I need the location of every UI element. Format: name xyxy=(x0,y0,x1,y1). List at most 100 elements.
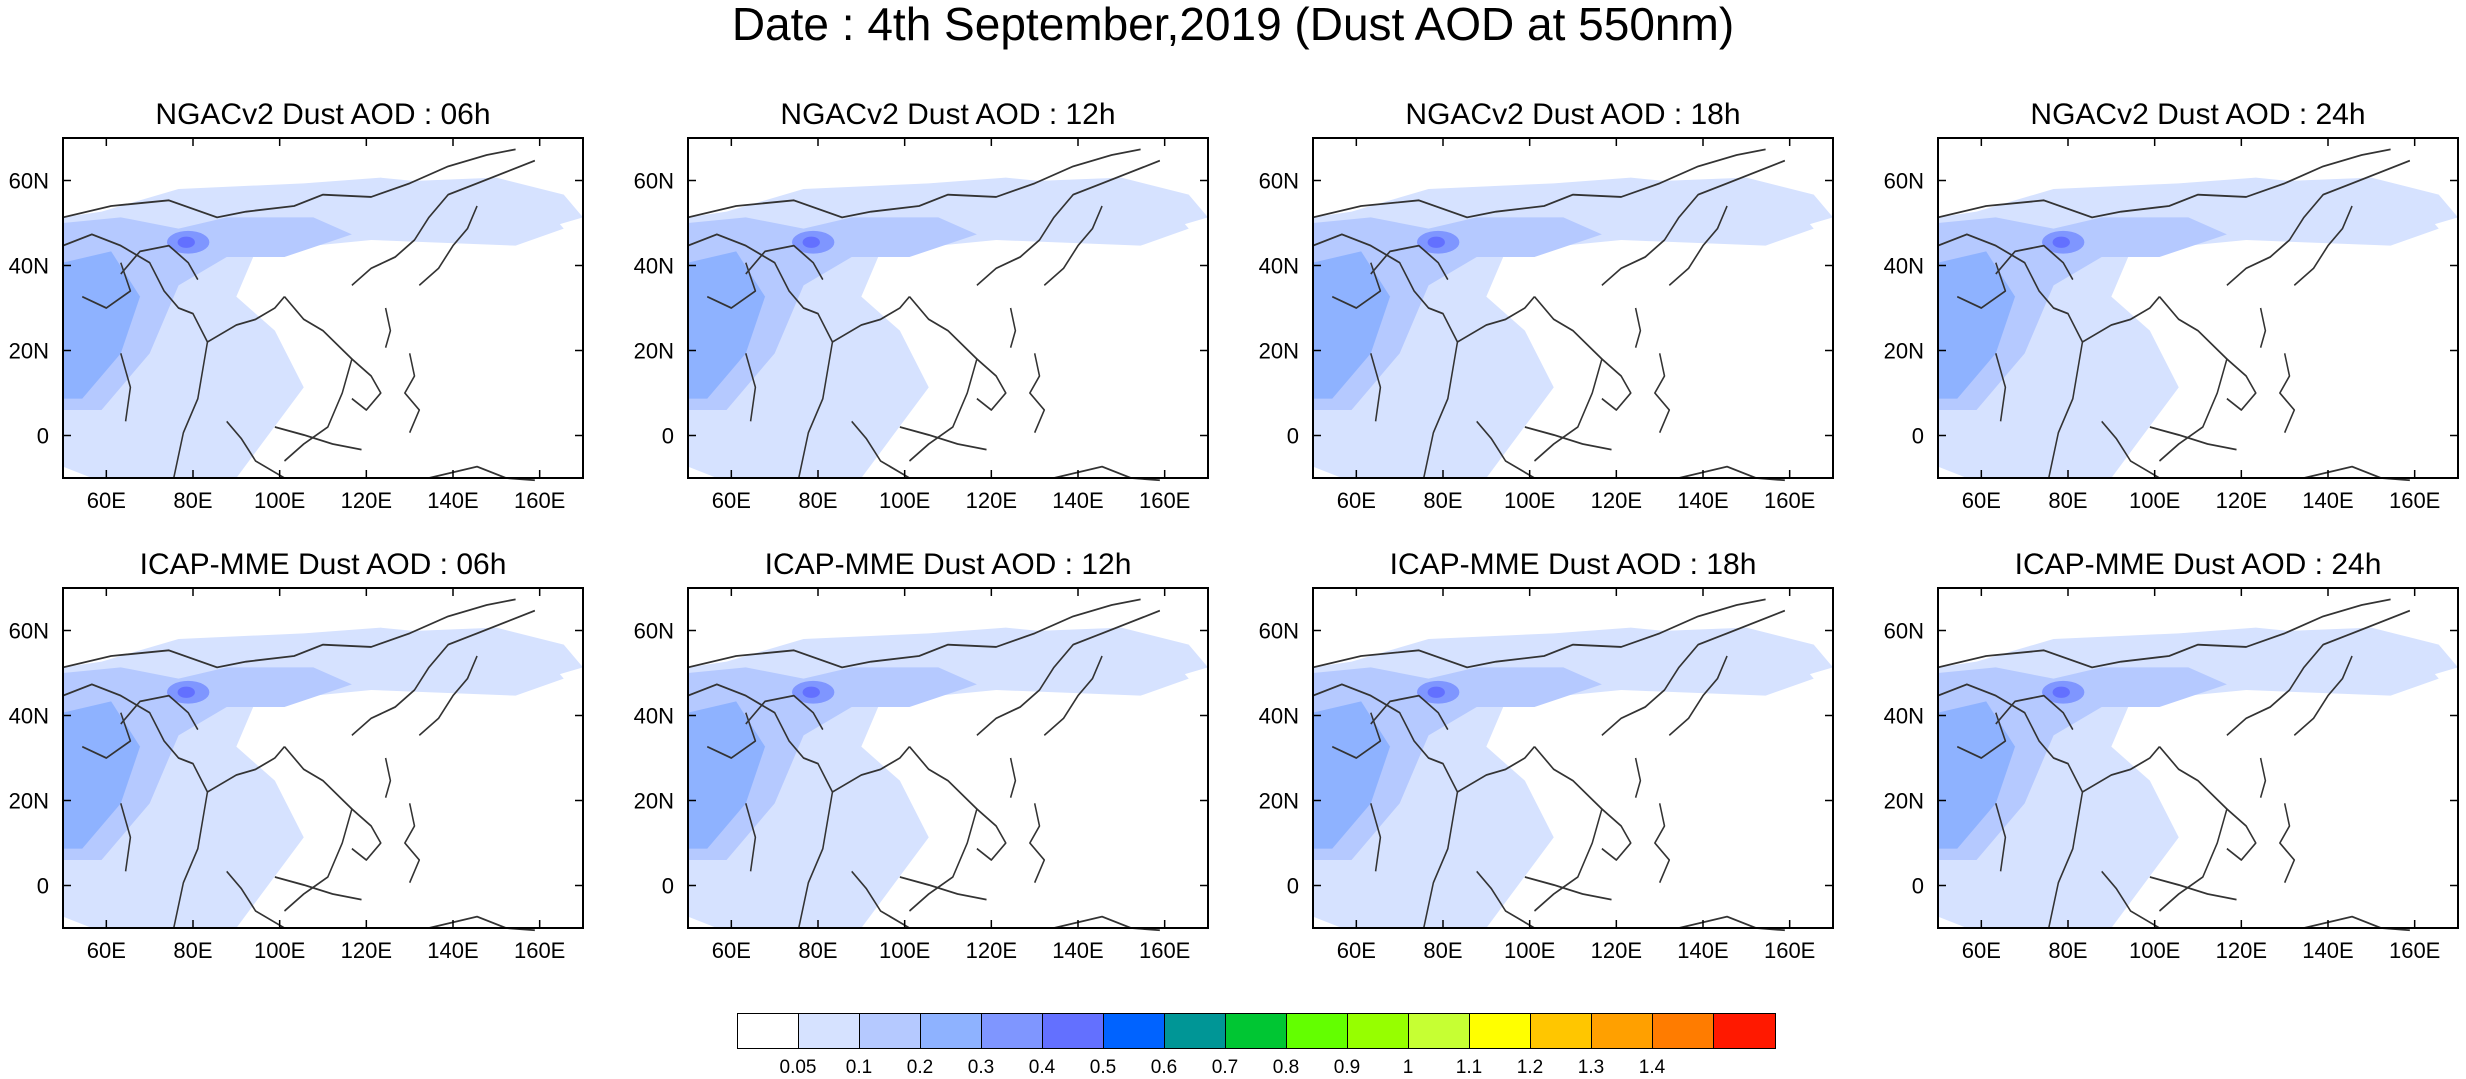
lon-tick-label: 140E xyxy=(1052,938,1103,963)
lat-tick-label: 20N xyxy=(634,789,674,814)
colorbar-label: 0.5 xyxy=(1089,1057,1117,1078)
dust-map xyxy=(1937,148,2459,482)
lon-tick-label: 160E xyxy=(1764,488,1815,513)
panel-title: ICAP-MME Dust AOD : 24h xyxy=(2015,548,2382,581)
lon-tick-label: 80E xyxy=(798,488,837,513)
map-frame xyxy=(687,137,1209,479)
dust-map xyxy=(687,598,1209,932)
lon-tick-label: 120E xyxy=(966,938,1017,963)
lon-tick-label: 160E xyxy=(514,488,565,513)
lon-tick-label: 80E xyxy=(173,488,212,513)
map-panel: NGACv2 Dust AOD : 06h 60E 80E 100E 120E 140E 1… xyxy=(9,98,584,513)
map-frame xyxy=(687,587,1209,929)
lon-tick-label: 60E xyxy=(1962,938,2001,963)
lon-tick-label: 120E xyxy=(1591,938,1642,963)
colorbar-label: 0.05 xyxy=(779,1057,817,1078)
map-panel: ICAP-MME Dust AOD : 06h 60E 80E 100E 120E 140… xyxy=(9,548,584,963)
colorbar-label: 0.9 xyxy=(1333,1057,1361,1078)
dust-map xyxy=(1937,598,2459,932)
lon-tick-label: 100E xyxy=(1504,938,1555,963)
colorbar-swatch xyxy=(1043,1014,1104,1048)
lon-tick-label: 140E xyxy=(1677,488,1728,513)
lon-tick-label: 60E xyxy=(87,488,126,513)
lon-tick-label: 120E xyxy=(2216,938,2267,963)
map-panel: ICAP-MME Dust AOD : 24h 60E 80E 100E 120E 140… xyxy=(1884,548,2459,963)
lat-tick-label: 60N xyxy=(1259,619,1299,644)
colorbar-swatch xyxy=(799,1014,860,1048)
lon-tick-label: 80E xyxy=(1423,488,1462,513)
map-panel: NGACv2 Dust AOD : 18h 60E 80E 100E 120E 140E 1… xyxy=(1259,98,1834,513)
lon-tick-label: 60E xyxy=(712,938,751,963)
lat-tick-label: 0 xyxy=(662,424,674,449)
lat-tick-label: 40N xyxy=(1884,704,1924,729)
map-panel: NGACv2 Dust AOD : 12h 60E 80E 100E 120E 140E 1… xyxy=(634,98,1209,513)
lat-tick-label: 40N xyxy=(634,704,674,729)
map-frame xyxy=(1312,137,1834,479)
figure-title: Date : 4th September,2019 (Dust AOD at 5… xyxy=(731,0,1735,50)
lat-tick-label: 40N xyxy=(1884,254,1924,279)
colorbar-swatch xyxy=(1592,1014,1653,1048)
lat-tick-label: 20N xyxy=(9,789,49,814)
colorbar-label: 0.8 xyxy=(1272,1057,1300,1078)
colorbar-swatch xyxy=(1348,1014,1409,1048)
colorbar-label: 0.7 xyxy=(1211,1057,1239,1078)
panel-title: ICAP-MME Dust AOD : 12h xyxy=(765,548,1132,581)
map-frame xyxy=(62,587,584,929)
dust-map xyxy=(62,148,584,482)
lat-tick-label: 60N xyxy=(1884,169,1924,194)
colorbar xyxy=(737,1013,1776,1049)
panel-title: NGACv2 Dust AOD : 18h xyxy=(1405,98,1740,131)
lat-tick-label: 40N xyxy=(634,254,674,279)
colorbar-swatch xyxy=(1653,1014,1714,1048)
map-panel: ICAP-MME Dust AOD : 18h 60E 80E 100E 120E 140… xyxy=(1259,548,1834,963)
lat-tick-label: 40N xyxy=(9,704,49,729)
lon-tick-label: 80E xyxy=(1423,938,1462,963)
lon-tick-label: 120E xyxy=(1591,488,1642,513)
lon-tick-label: 120E xyxy=(341,488,392,513)
colorbar-label: 0.2 xyxy=(906,1057,934,1078)
lon-tick-label: 100E xyxy=(254,938,305,963)
colorbar-swatch xyxy=(921,1014,982,1048)
colorbar-label: 0.4 xyxy=(1028,1057,1056,1078)
lon-tick-label: 160E xyxy=(1139,938,1190,963)
colorbar-swatch xyxy=(982,1014,1043,1048)
lat-tick-label: 0 xyxy=(1287,424,1299,449)
panel-title: NGACv2 Dust AOD : 24h xyxy=(2030,98,2365,131)
lat-tick-label: 60N xyxy=(1259,169,1299,194)
panel-title: ICAP-MME Dust AOD : 18h xyxy=(1390,548,1757,581)
colorbar-label: 1 xyxy=(1402,1057,1414,1078)
colorbar-swatch xyxy=(738,1014,799,1048)
panel-title: ICAP-MME Dust AOD : 06h xyxy=(140,548,507,581)
lon-tick-label: 60E xyxy=(1337,938,1376,963)
lat-tick-label: 40N xyxy=(1259,254,1299,279)
lat-tick-label: 60N xyxy=(9,619,49,644)
lon-tick-label: 100E xyxy=(879,938,930,963)
lon-tick-label: 160E xyxy=(1764,938,1815,963)
lon-tick-label: 120E xyxy=(341,938,392,963)
colorbar-label: 0.3 xyxy=(967,1057,995,1078)
lon-tick-label: 140E xyxy=(1052,488,1103,513)
lon-tick-label: 160E xyxy=(2389,938,2440,963)
lon-tick-label: 140E xyxy=(1677,938,1728,963)
colorbar-label: 1.1 xyxy=(1455,1057,1483,1078)
map-frame xyxy=(62,137,584,479)
colorbar-label: 0.6 xyxy=(1150,1057,1178,1078)
lat-tick-label: 20N xyxy=(1259,789,1299,814)
colorbar-swatch xyxy=(1409,1014,1470,1048)
map-panel: ICAP-MME Dust AOD : 12h 60E 80E 100E 120E 140… xyxy=(634,548,1209,963)
lat-tick-label: 0 xyxy=(1912,874,1924,899)
colorbar-swatch xyxy=(1165,1014,1226,1048)
lat-tick-label: 20N xyxy=(1259,339,1299,364)
dust-map xyxy=(1312,148,1834,482)
dust-map xyxy=(687,148,1209,482)
lon-tick-label: 100E xyxy=(1504,488,1555,513)
lon-tick-label: 140E xyxy=(427,938,478,963)
dust-map xyxy=(1312,598,1834,932)
lon-tick-label: 140E xyxy=(2302,488,2353,513)
lon-tick-label: 80E xyxy=(173,938,212,963)
lat-tick-label: 20N xyxy=(1884,339,1924,364)
lon-tick-label: 100E xyxy=(879,488,930,513)
colorbar-label: 1.3 xyxy=(1577,1057,1605,1078)
map-panel: NGACv2 Dust AOD : 24h 60E 80E 100E 120E 140E 1… xyxy=(1884,98,2459,513)
lat-tick-label: 0 xyxy=(1287,874,1299,899)
